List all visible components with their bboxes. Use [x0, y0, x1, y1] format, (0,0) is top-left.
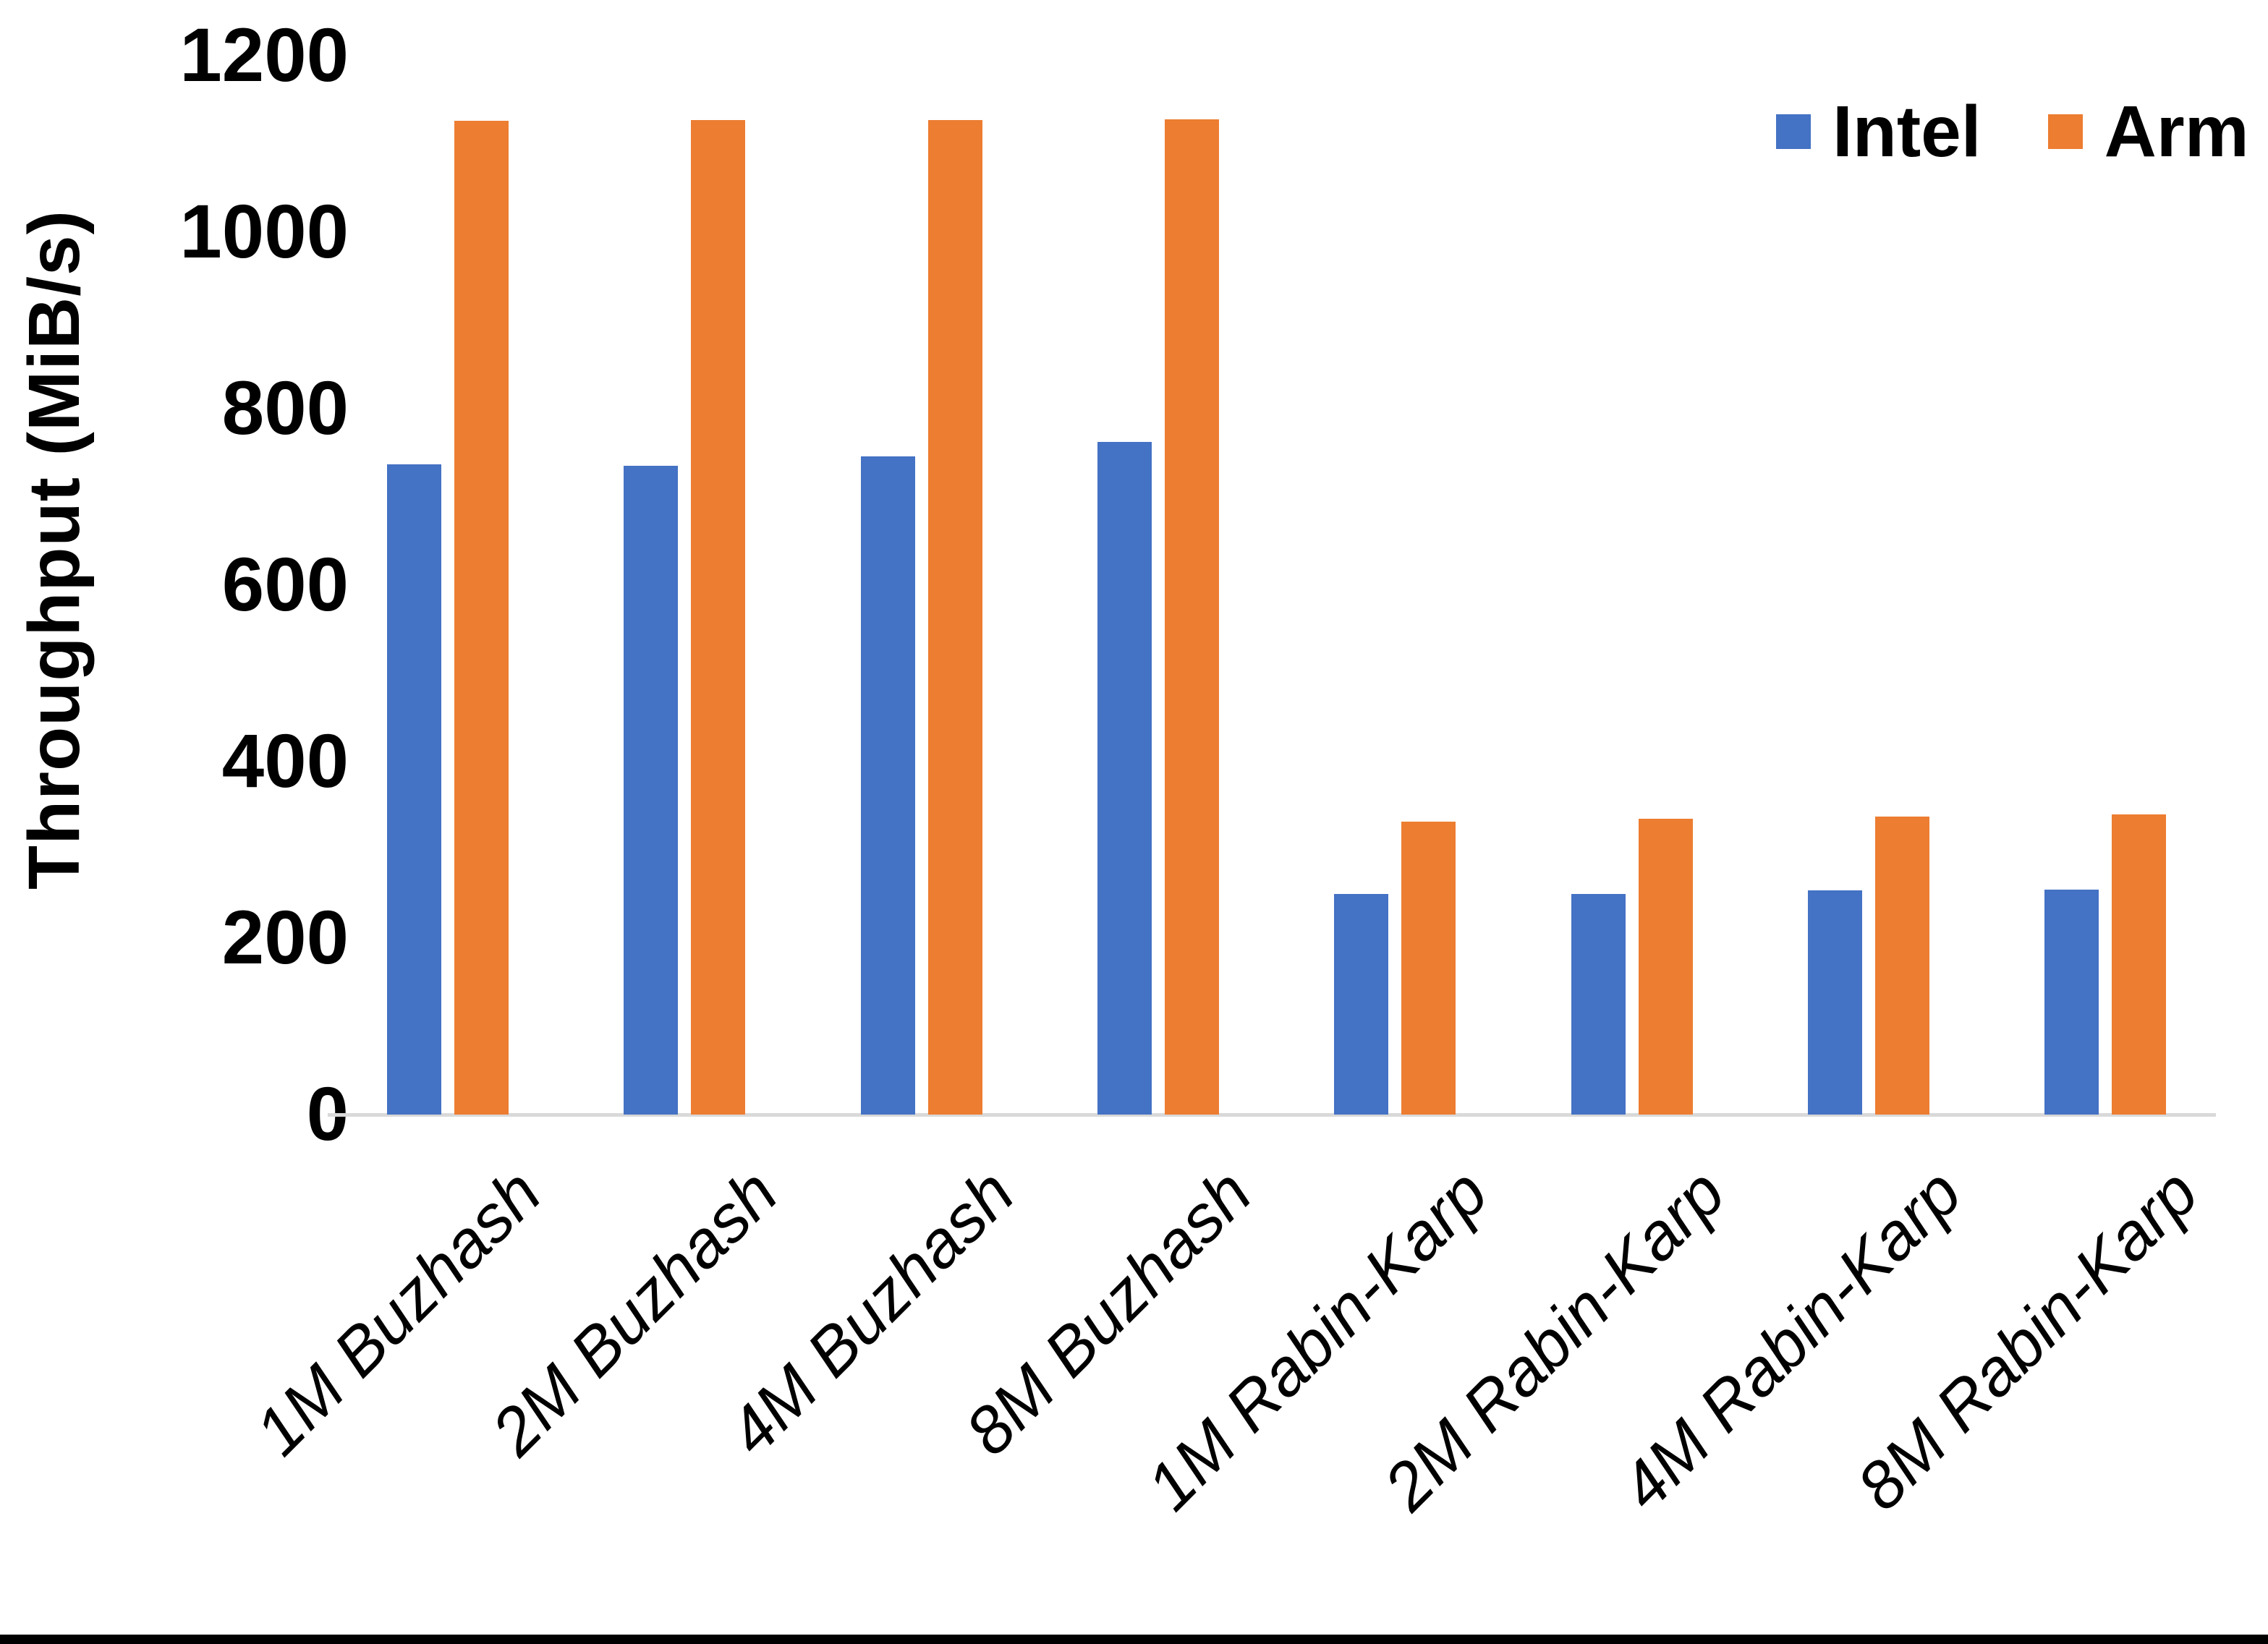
arm-series-swatch: [2047, 114, 2083, 149]
legend-label-arm: Arm: [2104, 91, 2249, 172]
bar-intel-4m-rabin-karp: [1808, 890, 1862, 1115]
intel-series-swatch: [1776, 114, 1811, 149]
bar-intel-4m-buzhash: [861, 456, 915, 1115]
bar-intel-1m-buzhash: [387, 464, 441, 1115]
y-tick-label: 0: [306, 1072, 349, 1157]
y-tick-label: 800: [221, 366, 349, 451]
bar-arm-4m-rabin-karp: [1875, 817, 1929, 1115]
bar-arm-8m-rabin-karp: [2112, 814, 2166, 1115]
y-tick-label: 400: [221, 719, 349, 804]
legend-item-arm: Arm: [2047, 91, 2249, 172]
bar-arm-2m-rabin-karp: [1639, 819, 1693, 1115]
legend-item-intel: Intel: [1776, 91, 1982, 172]
y-tick-label: 1000: [179, 189, 349, 274]
y-tick-label: 600: [221, 542, 349, 627]
x-axis-line: [328, 1113, 2216, 1117]
bar-intel-2m-rabin-karp: [1571, 894, 1626, 1115]
bar-arm-1m-rabin-karp: [1401, 822, 1456, 1115]
bar-arm-1m-buzhash: [454, 121, 509, 1115]
bar-intel-1m-rabin-karp: [1334, 894, 1388, 1115]
bar-intel-8m-buzhash: [1097, 442, 1152, 1115]
bar-intel-2m-buzhash: [624, 466, 678, 1115]
y-tick-label: 200: [221, 895, 349, 980]
window-bottom-border: [0, 1635, 2268, 1644]
y-tick-label: 1200: [179, 13, 349, 98]
bar-arm-2m-buzhash: [691, 120, 745, 1115]
legend: Intel Arm: [1776, 91, 2249, 172]
bar-intel-8m-rabin-karp: [2044, 890, 2099, 1115]
legend-label-intel: Intel: [1832, 91, 1982, 172]
bar-arm-8m-buzhash: [1165, 119, 1219, 1115]
bar-arm-4m-buzhash: [928, 120, 982, 1115]
